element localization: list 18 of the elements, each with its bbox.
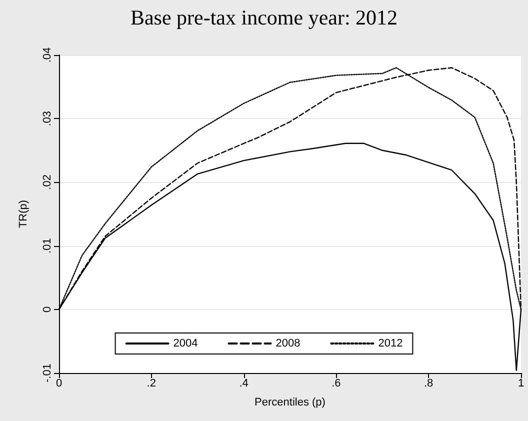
x-tick-label: .8	[424, 378, 434, 390]
legend-label: 2012	[378, 338, 403, 350]
legend-label: 2008	[276, 338, 300, 350]
x-tick-label: 0	[56, 378, 62, 390]
x-tick-label: .4	[239, 378, 248, 390]
x-axis-title: Percentiles (p)	[254, 396, 326, 408]
chart-title: Base pre-tax income year: 2012	[130, 6, 398, 30]
x-tick-label: 1	[518, 378, 524, 390]
y-tick-label: -.01	[42, 364, 54, 382]
y-tick-label: .03	[42, 110, 54, 126]
y-tick-label: 0	[42, 306, 54, 312]
x-tick-label: .2	[146, 378, 156, 390]
y-tick-label: .04	[42, 47, 54, 63]
y-tick-label: .01	[42, 238, 54, 254]
legend-label: 2004	[173, 338, 198, 350]
x-tick-label: .6	[332, 378, 341, 390]
y-tick-label: .02	[42, 174, 54, 190]
y-axis-title: TR(p)	[18, 200, 30, 228]
